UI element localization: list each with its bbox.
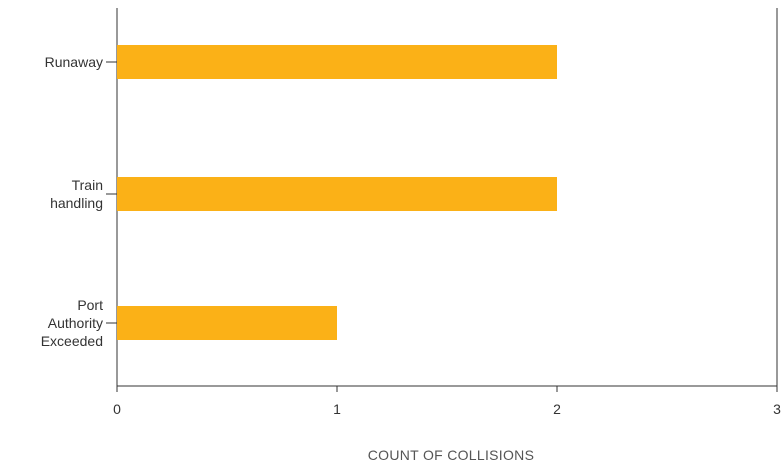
- x-axis-title: COUNT OF COLLISIONS: [368, 447, 534, 463]
- y-category-label: Runaway: [45, 54, 103, 70]
- x-tick-label: 3: [773, 401, 781, 417]
- chart-bars: [117, 45, 557, 340]
- bar: [117, 306, 337, 340]
- x-tick-label: 1: [333, 401, 341, 417]
- y-category-label: Port: [77, 297, 103, 313]
- x-tick-label: 0: [113, 401, 121, 417]
- bar: [117, 45, 557, 79]
- y-category-label: Exceeded: [41, 333, 103, 349]
- y-category-label: Authority: [48, 315, 103, 331]
- x-axis-ticks: 0 1 2 3: [113, 386, 781, 417]
- y-category-label: Train: [72, 177, 103, 193]
- bar: [117, 177, 557, 211]
- y-axis-categories: Runaway Train handling Port Authority Exceede…: [41, 54, 117, 349]
- x-tick-label: 2: [553, 401, 561, 417]
- y-category-label: handling: [50, 195, 103, 211]
